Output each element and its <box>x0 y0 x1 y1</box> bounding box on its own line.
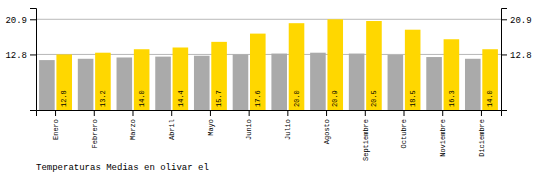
tick-mark <box>442 110 443 116</box>
tick: Diciembre <box>478 110 486 157</box>
bar <box>117 57 133 110</box>
tick: 20.9 <box>501 16 532 26</box>
data-label: 15.7 <box>215 90 223 107</box>
tick-mark <box>94 110 95 116</box>
tick: Mayo <box>207 110 215 136</box>
bar <box>95 53 111 110</box>
bar <box>134 49 150 110</box>
bar <box>349 54 365 110</box>
tick: Noviembre <box>439 110 447 157</box>
data-label: 20.5 <box>370 90 378 107</box>
chart: Enero Febrero Marzo Abril Mayo Junio Julio Agos… <box>0 0 537 174</box>
tick: Junio <box>245 110 253 140</box>
data-label: 14.0 <box>138 90 146 107</box>
tick-mark <box>501 19 507 20</box>
data-label: 20.9 <box>331 90 339 107</box>
plot: Enero Febrero Marzo Abril Mayo Junio Julio Agos… <box>5 9 531 162</box>
axis-line <box>502 9 508 111</box>
tick-label: Diciembre <box>478 119 486 157</box>
tick-mark <box>210 110 211 116</box>
data-label: 12.8 <box>60 90 68 107</box>
data-label: 20.0 <box>293 90 301 107</box>
bar <box>289 23 305 110</box>
bar <box>366 21 382 110</box>
y-axis: 12.8 20.9 <box>5 9 36 111</box>
bar <box>155 57 171 110</box>
tick: Julio <box>284 110 292 140</box>
tick-label: Mayo <box>207 119 215 136</box>
data-label: 13.2 <box>99 90 107 107</box>
tick-mark <box>404 110 405 116</box>
bar <box>426 57 442 110</box>
bar <box>482 49 498 110</box>
tick: Abril <box>168 110 176 140</box>
tick-mark <box>55 110 56 116</box>
axis-line <box>37 111 502 117</box>
tick: Marzo <box>129 110 137 140</box>
tick-mark <box>249 110 250 116</box>
axis-line <box>30 9 37 111</box>
bar <box>444 39 460 110</box>
tick-mark <box>132 110 133 116</box>
tick-mark <box>30 54 36 55</box>
tick: 20.9 <box>5 16 36 26</box>
bar <box>388 55 404 110</box>
y2-axis: 12.8 20.9 <box>501 9 532 111</box>
tick-label: Agosto <box>323 119 331 144</box>
tick-label: Junio <box>245 119 253 140</box>
tick-label: Febrero <box>91 119 99 148</box>
tick-label: 12.8 <box>510 51 532 61</box>
data-label: 18.5 <box>409 90 417 107</box>
tick: 12.8 <box>5 51 36 61</box>
grid-line <box>36 19 501 20</box>
tick-mark <box>287 110 288 116</box>
tick-label: Septiembre <box>362 119 370 161</box>
tick: Enero <box>52 110 60 140</box>
tick-mark <box>365 110 366 116</box>
bar <box>78 59 94 110</box>
data-label: 17.6 <box>254 90 262 107</box>
data-labels: 12.8 13.2 14.0 14.4 15.7 17.6 20.0 20.9 20.5 18.5… <box>60 90 494 107</box>
tick-mark <box>171 110 172 116</box>
tick-label: Noviembre <box>439 119 447 157</box>
tick: Octubre <box>400 110 408 148</box>
tick-label: Octubre <box>400 119 408 148</box>
bar <box>56 54 72 110</box>
bar <box>211 42 227 110</box>
bar <box>405 30 421 110</box>
tick-label: 20.9 <box>510 16 532 26</box>
tick-mark <box>30 19 36 20</box>
bar <box>233 54 249 110</box>
tick-label: Julio <box>284 119 292 140</box>
tick: Septiembre <box>362 110 370 161</box>
bar <box>327 19 343 110</box>
tick-label: Enero <box>52 119 60 140</box>
tick-label: Marzo <box>129 119 137 140</box>
title: Temperaturas Medias en olivar el <box>36 163 209 173</box>
tick-mark <box>481 110 482 116</box>
tick: Agosto <box>323 110 331 144</box>
bar <box>310 53 326 110</box>
tick: Febrero <box>91 110 99 148</box>
tick-mark <box>501 54 507 55</box>
grid <box>36 19 501 54</box>
bar <box>250 34 266 110</box>
tick-label: 20.9 <box>5 16 27 26</box>
tick: 12.8 <box>501 51 532 61</box>
tick-label: Abril <box>168 119 176 140</box>
bar <box>173 47 189 110</box>
series <box>56 19 497 110</box>
data-label: 16.3 <box>448 90 456 107</box>
bar <box>271 54 287 110</box>
bar <box>194 56 210 110</box>
x-axis: Enero Febrero Marzo Abril Mayo Junio Julio Agos… <box>37 110 502 161</box>
data-label: 14.0 <box>486 90 494 107</box>
bar <box>39 60 55 110</box>
tick-label: 12.8 <box>5 51 27 61</box>
bar <box>465 59 481 110</box>
data-label: 14.4 <box>177 90 185 107</box>
tick-mark <box>326 110 327 116</box>
bars <box>39 19 498 110</box>
